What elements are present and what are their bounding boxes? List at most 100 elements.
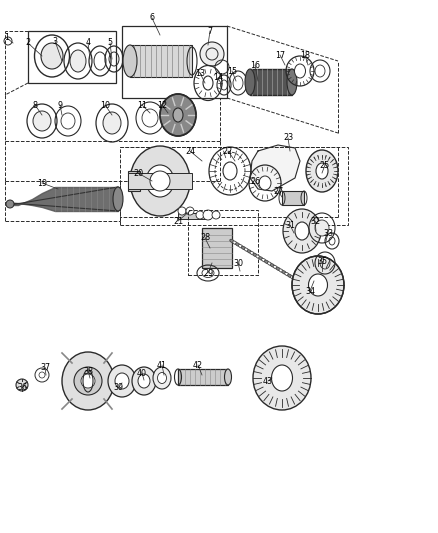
Text: 24: 24 [184, 147, 194, 156]
Ellipse shape [298, 281, 303, 285]
Text: 25: 25 [319, 160, 329, 169]
Text: 23: 23 [283, 133, 293, 142]
Circle shape [186, 207, 194, 215]
Ellipse shape [258, 176, 270, 190]
Text: 26: 26 [249, 176, 259, 185]
Ellipse shape [252, 253, 257, 257]
Text: 39: 39 [113, 384, 123, 392]
Ellipse shape [264, 260, 268, 264]
Ellipse shape [307, 286, 311, 290]
Bar [281, 191, 303, 205]
Text: 30: 30 [233, 259, 243, 268]
Bar [249, 69, 291, 95]
Ellipse shape [108, 365, 136, 397]
Ellipse shape [62, 352, 114, 410]
Bar [120, 147, 347, 225]
Ellipse shape [232, 241, 237, 245]
Ellipse shape [261, 259, 265, 262]
Text: 35: 35 [316, 256, 326, 265]
Ellipse shape [270, 264, 274, 267]
Ellipse shape [244, 248, 248, 252]
Polygon shape [249, 145, 299, 191]
Text: 20: 20 [133, 168, 143, 177]
Circle shape [81, 374, 95, 388]
Ellipse shape [267, 262, 271, 265]
Ellipse shape [123, 45, 137, 77]
Ellipse shape [173, 108, 183, 122]
Ellipse shape [230, 239, 233, 243]
Bar [177, 213, 209, 219]
Circle shape [200, 42, 223, 66]
Ellipse shape [202, 76, 212, 90]
Ellipse shape [315, 163, 327, 179]
Text: 13: 13 [194, 69, 205, 77]
Text: 43: 43 [262, 376, 272, 385]
Ellipse shape [33, 111, 51, 131]
Circle shape [74, 367, 102, 395]
Ellipse shape [287, 274, 291, 278]
Text: 33: 33 [322, 229, 332, 238]
Circle shape [150, 171, 170, 191]
Ellipse shape [235, 243, 240, 246]
Text: 16: 16 [249, 61, 259, 69]
Ellipse shape [258, 257, 262, 260]
Text: 15: 15 [226, 67, 237, 76]
Text: 41: 41 [157, 360, 166, 369]
Bar [128, 171, 140, 191]
Ellipse shape [250, 252, 254, 255]
Ellipse shape [284, 272, 288, 276]
Ellipse shape [290, 276, 294, 279]
Ellipse shape [291, 256, 343, 314]
Text: 32: 32 [309, 216, 319, 225]
Text: 12: 12 [156, 101, 167, 109]
Ellipse shape [271, 365, 292, 391]
Text: 27: 27 [272, 187, 283, 196]
Ellipse shape [286, 69, 297, 95]
Ellipse shape [301, 283, 306, 286]
Circle shape [212, 211, 219, 219]
Text: 40: 40 [137, 368, 147, 377]
Ellipse shape [238, 245, 242, 248]
Ellipse shape [103, 112, 121, 134]
Text: 31: 31 [284, 221, 294, 230]
Ellipse shape [252, 346, 310, 410]
Ellipse shape [294, 222, 308, 240]
Text: 38: 38 [83, 367, 93, 376]
Text: 22: 22 [223, 147, 233, 156]
Ellipse shape [305, 150, 337, 192]
Bar [128, 173, 191, 189]
Text: 17: 17 [274, 51, 284, 60]
Text: 42: 42 [192, 360, 203, 369]
Ellipse shape [115, 373, 129, 389]
Ellipse shape [304, 285, 309, 288]
Ellipse shape [276, 267, 280, 271]
Ellipse shape [224, 369, 231, 385]
Text: 5: 5 [107, 38, 112, 47]
Text: 7: 7 [207, 27, 212, 36]
Ellipse shape [113, 187, 123, 211]
Text: 29: 29 [202, 269, 212, 278]
Text: 2: 2 [25, 38, 31, 47]
Ellipse shape [130, 146, 190, 216]
Circle shape [202, 210, 212, 220]
Bar [122, 26, 226, 98]
Bar [187, 210, 258, 275]
Text: 19: 19 [37, 179, 47, 188]
Ellipse shape [247, 250, 251, 253]
Ellipse shape [283, 209, 320, 253]
Ellipse shape [244, 69, 254, 95]
Ellipse shape [293, 278, 297, 281]
Text: 18: 18 [299, 51, 309, 60]
Text: 1: 1 [4, 34, 10, 43]
Text: 14: 14 [212, 74, 223, 83]
Bar [130, 45, 191, 77]
Circle shape [16, 379, 28, 391]
Ellipse shape [272, 265, 277, 269]
Ellipse shape [138, 374, 150, 388]
Ellipse shape [255, 255, 260, 259]
Ellipse shape [223, 162, 237, 180]
Text: 28: 28 [199, 233, 210, 243]
Ellipse shape [294, 64, 305, 78]
Ellipse shape [159, 94, 195, 136]
Text: 6: 6 [149, 13, 154, 22]
